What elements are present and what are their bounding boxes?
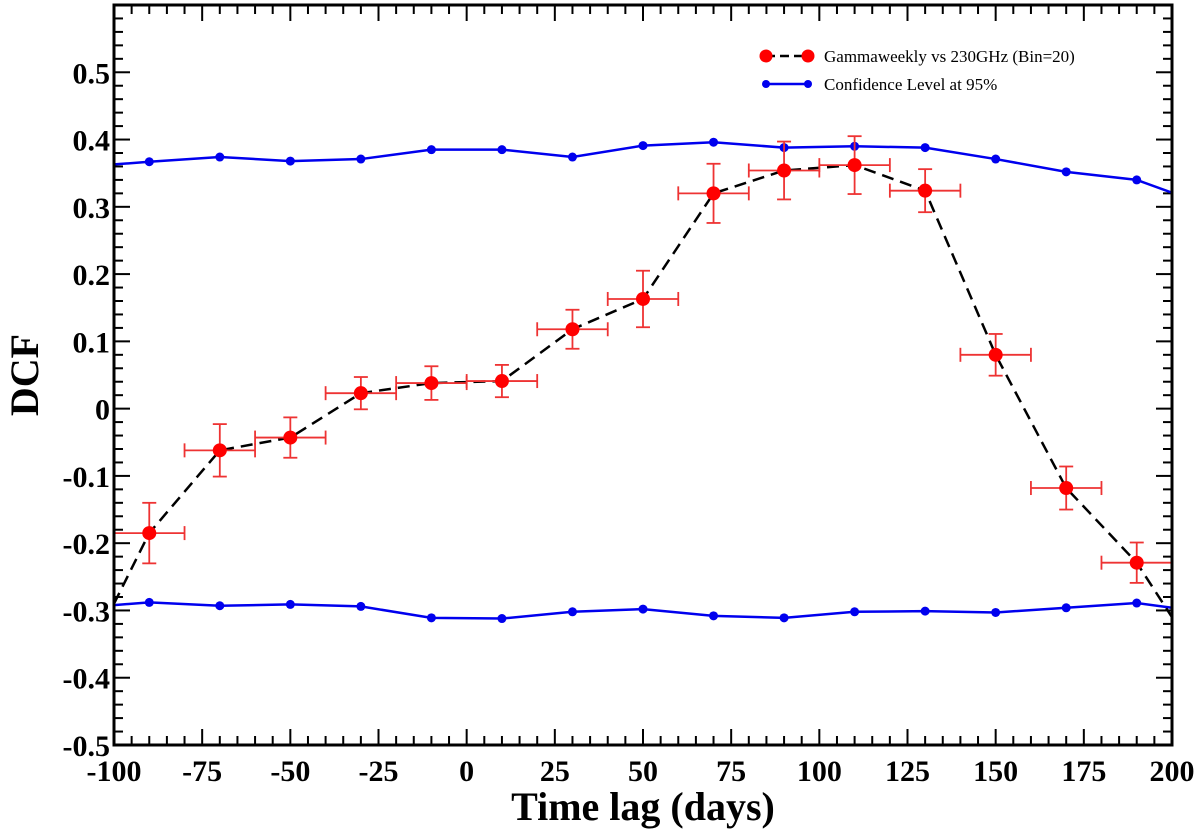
axis-ticks [113, 4, 1173, 746]
legend-dcf-marker [759, 49, 773, 63]
legend-label-confidence: Confidence Level at 95% [824, 75, 997, 94]
x-tick-label: 200 [1150, 755, 1195, 788]
x-tick-label: -75 [182, 755, 222, 788]
x-tick-label: -50 [270, 755, 310, 788]
x-tick-label: 75 [716, 755, 746, 788]
confidence-lower-series [114, 597, 1172, 624]
x-tick-label: -25 [359, 755, 399, 788]
confidence-upper-point [920, 143, 930, 153]
y-tick-label: -0.1 [63, 461, 111, 494]
legend-entry-dcf: Gammaweekly vs 230GHz (Bin=20) [759, 47, 1075, 66]
y-axis-title: DCF [2, 334, 47, 416]
confidence-lower-point [920, 606, 930, 616]
confidence-lower-point [356, 601, 366, 611]
legend-confidence-marker [762, 80, 770, 88]
y-tick-label: -0.3 [63, 595, 111, 628]
x-tick-label: -100 [87, 755, 142, 788]
confidence-upper-point [144, 157, 154, 167]
dcf-point [1129, 555, 1144, 570]
dcf-series [114, 135, 1172, 618]
confidence-upper-point [991, 154, 1001, 164]
dcf-point [494, 374, 509, 389]
confidence-upper-point [426, 145, 436, 155]
dcf-point [636, 291, 650, 306]
y-tick-label: 0.5 [73, 57, 111, 90]
confidence-upper-point [709, 137, 719, 147]
confidence-lower-point [991, 607, 1001, 617]
legend-dcf-marker [801, 49, 815, 63]
confidence-upper-point [215, 152, 225, 162]
confidence-upper-point [1132, 175, 1142, 185]
confidence-lower-point [144, 597, 154, 607]
dcf-point [988, 347, 1003, 362]
legend: Gammaweekly vs 230GHz (Bin=20) Confidenc… [759, 47, 1075, 94]
y-tick-label: -0.4 [63, 663, 111, 696]
dcf-point [777, 163, 792, 178]
x-tick-label: 25 [540, 755, 570, 788]
x-tick-label: 125 [885, 755, 930, 788]
tick-labels: -100 -75 -50 -25 0 25 50 75 100 125 150 175 200 -0.5 -… [63, 57, 1195, 788]
plot-area [114, 135, 1172, 624]
confidence-upper-point [567, 152, 577, 162]
dcf-dashed-line [114, 163, 1172, 618]
dcf-point [847, 158, 862, 173]
x-axis-title: Time lag (days) [511, 784, 775, 829]
confidence-lower-point [497, 614, 507, 624]
y-tick-label: -0.5 [63, 730, 111, 763]
confidence-upper-point [638, 141, 648, 151]
confidence-lower-point [215, 601, 225, 611]
confidence-lower-point [638, 604, 648, 614]
dcf-point [353, 386, 368, 401]
y-tick-label: -0.2 [63, 528, 111, 561]
confidence-lower-point [426, 613, 436, 623]
y-tick-label: 0.3 [73, 192, 111, 225]
plot-frame [112, 3, 1174, 747]
confidence-lower-point [850, 607, 860, 617]
confidence-upper-point [285, 156, 295, 166]
dcf-point [565, 322, 580, 337]
x-tick-label: 0 [459, 755, 474, 788]
confidence-lower-point [1132, 598, 1142, 608]
y-tick-label: 0 [95, 394, 110, 427]
legend-confidence-marker [804, 80, 812, 88]
y-tick-label: 0.1 [73, 326, 111, 359]
legend-entry-confidence: Confidence Level at 95% [762, 75, 997, 94]
legend-label-dcf: Gammaweekly vs 230GHz (Bin=20) [824, 47, 1075, 66]
confidence-lower-point [567, 607, 577, 617]
dcf-point [424, 376, 439, 391]
x-tick-label: 50 [628, 755, 658, 788]
confidence-upper-point [1061, 167, 1071, 177]
dcf-point [706, 186, 721, 201]
y-tick-label: 0.4 [73, 125, 111, 158]
x-tick-label: 100 [797, 755, 842, 788]
confidence-lower-point [709, 611, 719, 621]
confidence-lower-point [1061, 603, 1071, 613]
dcf-point [918, 183, 933, 198]
y-tick-label: 0.2 [73, 259, 111, 292]
dcf-point [212, 443, 227, 458]
confidence-upper-point [356, 154, 366, 164]
dcf-point [1059, 481, 1074, 496]
confidence-lower-point [285, 599, 295, 609]
confidence-lower-point [779, 613, 789, 623]
dcf-point [142, 526, 157, 541]
dcf-point [283, 430, 298, 445]
x-tick-label: 175 [1061, 755, 1106, 788]
x-tick-label: 150 [973, 755, 1018, 788]
confidence-upper-series [114, 137, 1172, 194]
confidence-upper-point [497, 145, 507, 155]
